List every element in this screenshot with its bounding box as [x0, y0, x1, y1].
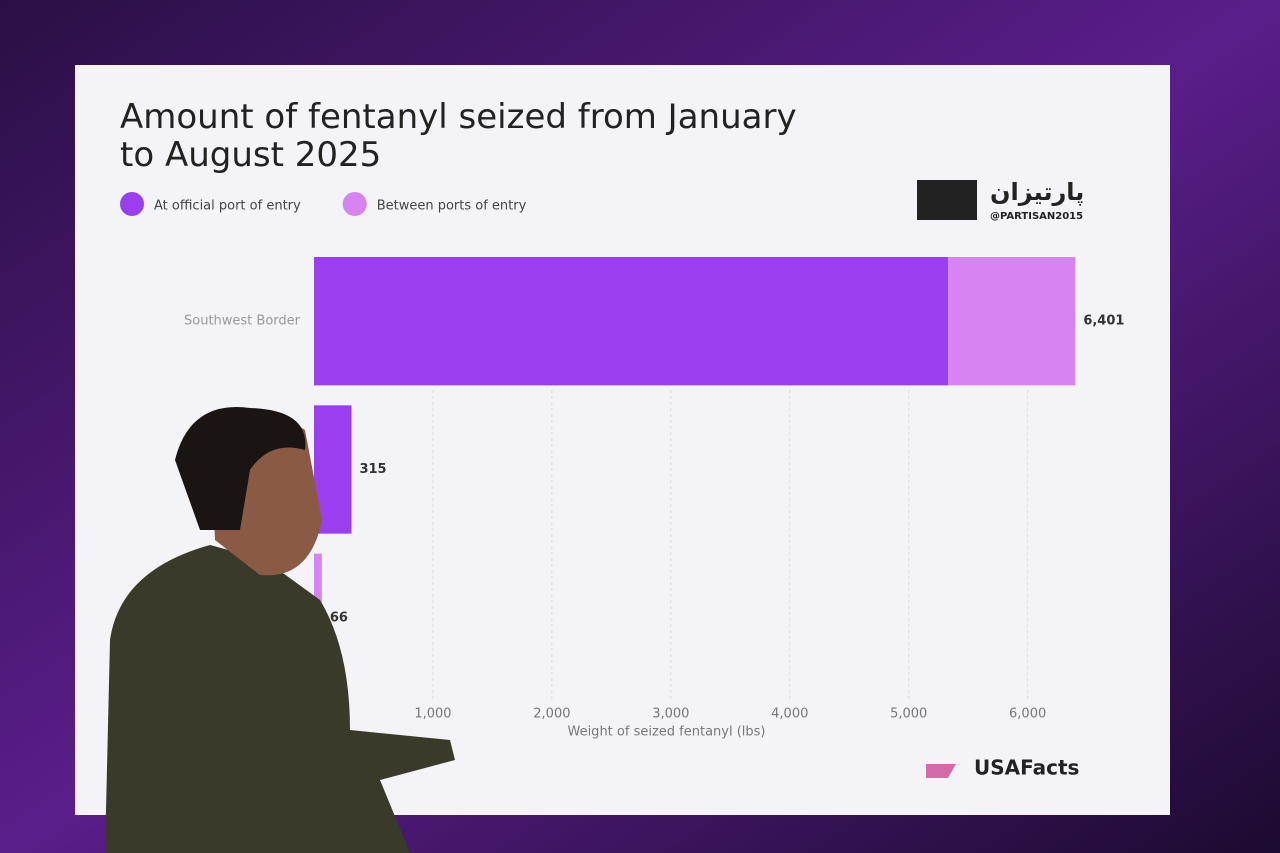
- x-tick-label: 1,000: [414, 707, 451, 722]
- bar-segment: [314, 257, 949, 386]
- x-axis-title: Weight of seized fentanyl (lbs): [567, 725, 765, 740]
- watermark-handle: @PARTISAN2015: [990, 211, 1083, 222]
- person-hair: [175, 407, 306, 530]
- x-tick-label: 2,000: [533, 707, 570, 722]
- total-label: 315: [359, 462, 386, 477]
- legend-label: Between ports of entry: [377, 199, 527, 214]
- legend-swatch: [120, 192, 144, 216]
- total-label: 6,401: [1083, 314, 1124, 329]
- x-tick-label: 4,000: [771, 707, 808, 722]
- x-tick-label: 3,000: [652, 707, 689, 722]
- x-tick-label: 6,000: [1009, 707, 1046, 722]
- watermark: پارتیزان: [990, 178, 1084, 206]
- legend-swatch: [342, 192, 367, 216]
- bar-segment: [948, 257, 1076, 386]
- person-body: [105, 545, 455, 853]
- usafacts-logo: USAFacts: [974, 756, 1079, 780]
- legend-label: At official port of entry: [154, 199, 301, 214]
- person: [105, 407, 455, 853]
- usafacts-icon: [926, 764, 956, 778]
- y-tick-label: Southwest Border: [184, 314, 301, 329]
- chart: At official port of entry Between ports o…: [120, 192, 1124, 740]
- watermark-icon: [917, 180, 977, 220]
- chart-title: Amount of fentanyl seized from January to…: [120, 97, 797, 175]
- total-label: 66: [330, 610, 348, 625]
- x-tick-label: 5,000: [890, 707, 927, 722]
